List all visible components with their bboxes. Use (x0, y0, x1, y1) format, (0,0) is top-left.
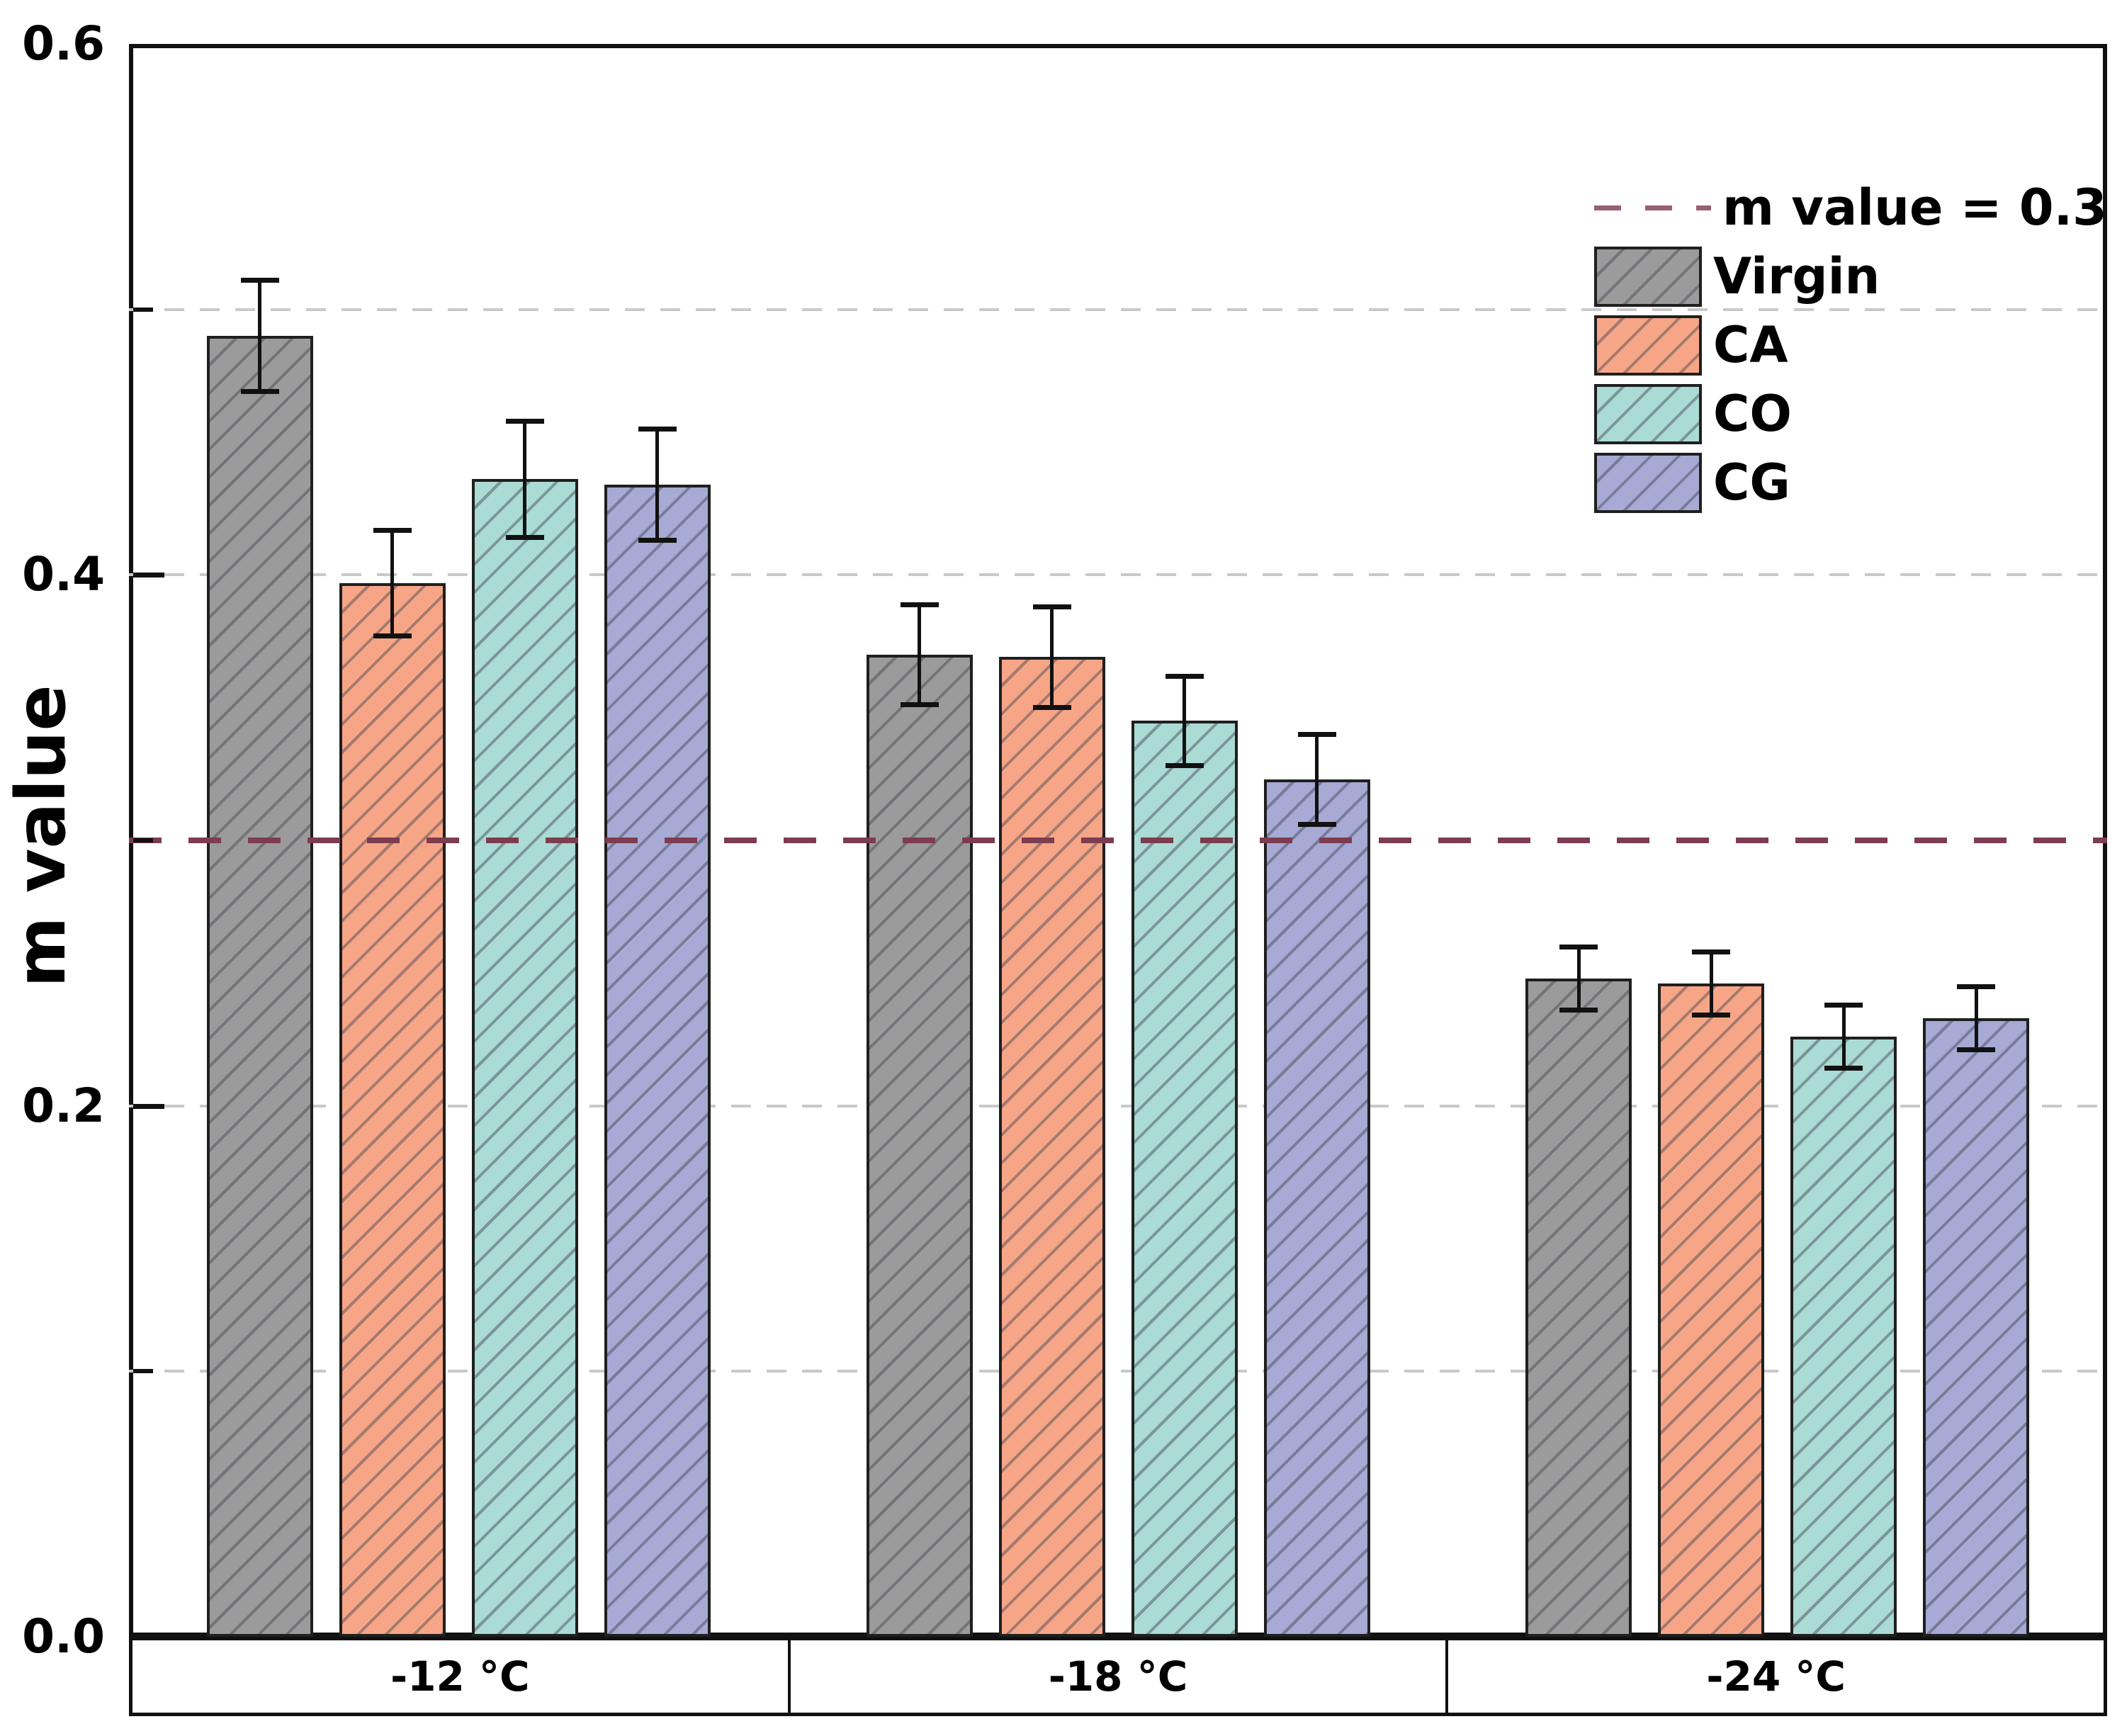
error-cap-top (638, 427, 677, 432)
error-cap-bottom (505, 534, 544, 540)
error-bar-CO--12 °C (523, 421, 527, 538)
bar-Virgin--18 °C (866, 654, 973, 1637)
error-cap-top (1559, 944, 1598, 949)
gridline-0.5 (129, 308, 2107, 311)
bar-Virgin--12 °C (206, 336, 313, 1637)
error-bar-CO--24 °C (1841, 1005, 1846, 1069)
y-minor-tick-0.1 (133, 1369, 153, 1374)
legend-item-CA: CA (1594, 315, 2107, 376)
error-bar-CA--12 °C (390, 529, 395, 636)
error-cap-bottom (1165, 763, 1204, 769)
error-cap-top (1824, 1003, 1863, 1008)
x-axis-category-band: -12 °C -18 °C -24 °C (129, 1637, 2107, 1716)
error-cap-top (900, 602, 939, 607)
legend-item-Virgin: Virgin (1594, 246, 2107, 307)
error-cap-bottom (1824, 1066, 1863, 1071)
y-axis-title: m value (1, 684, 81, 988)
error-cap-top (240, 278, 279, 283)
y-major-tick-0.2 (133, 1103, 164, 1109)
reference-line-m-0-3 (129, 838, 2107, 843)
legend-swatch-Virgin (1594, 246, 1702, 307)
gridline-0.1 (129, 1370, 2107, 1373)
bar-CA--18 °C (998, 657, 1105, 1637)
error-cap-top (505, 419, 544, 424)
error-bar-CG--18 °C (1315, 734, 1319, 825)
legend-label-CO: CO (1713, 385, 1792, 443)
bar-CG--24 °C (1923, 1018, 2030, 1637)
error-cap-bottom (1032, 704, 1071, 710)
error-cap-bottom (900, 701, 939, 707)
bar-CA--24 °C (1658, 983, 1765, 1637)
legend-label-CG: CG (1713, 453, 1790, 512)
error-cap-bottom (1692, 1013, 1731, 1018)
y-tick-label-0.4: 0.4 (22, 547, 105, 602)
bar-Virgin--24 °C (1525, 978, 1632, 1637)
y-minor-tick-0.3 (133, 838, 153, 842)
category-label--24 °C: -24 °C (1445, 1640, 2104, 1713)
error-bar-CA--24 °C (1709, 952, 1713, 1016)
dashed-line-sample (1594, 205, 1711, 210)
legend-item-CG: CG (1594, 452, 2107, 513)
error-bar-Virgin--24 °C (1576, 946, 1581, 1010)
error-bar-CA--18 °C (1050, 607, 1054, 708)
y-tick-label-0.0: 0.0 (22, 1609, 105, 1664)
error-cap-top (1297, 732, 1336, 738)
error-cap-top (373, 527, 412, 533)
error-bar-CG--12 °C (655, 429, 660, 541)
error-cap-bottom (638, 537, 677, 543)
category-label--12 °C: -12 °C (390, 1652, 530, 1701)
legend-label-CA: CA (1713, 316, 1788, 374)
legend-swatch-CA (1594, 315, 1702, 376)
error-cap-bottom (1559, 1007, 1598, 1013)
error-cap-bottom (373, 633, 412, 638)
gridline-0.4 (129, 573, 2107, 577)
error-cap-bottom (240, 388, 279, 394)
y-tick-label-0.2: 0.2 (22, 1078, 105, 1133)
legend-swatch-CO (1594, 383, 1702, 444)
error-cap-bottom (1957, 1047, 1996, 1052)
y-minor-tick-0.5 (133, 307, 153, 312)
bar-CO--12 °C (471, 479, 578, 1637)
error-cap-top (1692, 949, 1731, 955)
error-cap-top (1957, 984, 1996, 990)
error-bar-CG--24 °C (1974, 986, 1978, 1050)
error-bar-Virgin--12 °C (258, 280, 262, 392)
bar-CG--18 °C (1263, 779, 1370, 1637)
bar-CA--12 °C (339, 582, 446, 1637)
bar-CO--18 °C (1131, 721, 1238, 1637)
bar-CG--12 °C (604, 484, 711, 1637)
legend-swatch-CG (1594, 452, 1702, 513)
legend-label-Virgin: Virgin (1713, 247, 1880, 305)
legend: m value = 0.3 Virgin CA CO CG (1594, 177, 2107, 521)
error-cap-top (1032, 604, 1071, 610)
gridline-0.2 (129, 1104, 2107, 1107)
error-bar-CO--18 °C (1183, 675, 1186, 767)
legend-item-reference-line: m value = 0.3 (1594, 177, 2107, 238)
error-bar-Virgin--18 °C (918, 604, 921, 705)
y-tick-label-0.6: 0.6 (22, 16, 105, 71)
bar-CO--24 °C (1790, 1037, 1897, 1637)
legend-item-CO: CO (1594, 383, 2107, 444)
error-cap-bottom (1297, 821, 1336, 827)
legend-label-reference: m value = 0.3 (1722, 179, 2107, 237)
y-major-tick-0.4 (133, 573, 164, 578)
category-label--18 °C: -18 °C (787, 1640, 1446, 1713)
error-cap-top (1165, 673, 1204, 679)
